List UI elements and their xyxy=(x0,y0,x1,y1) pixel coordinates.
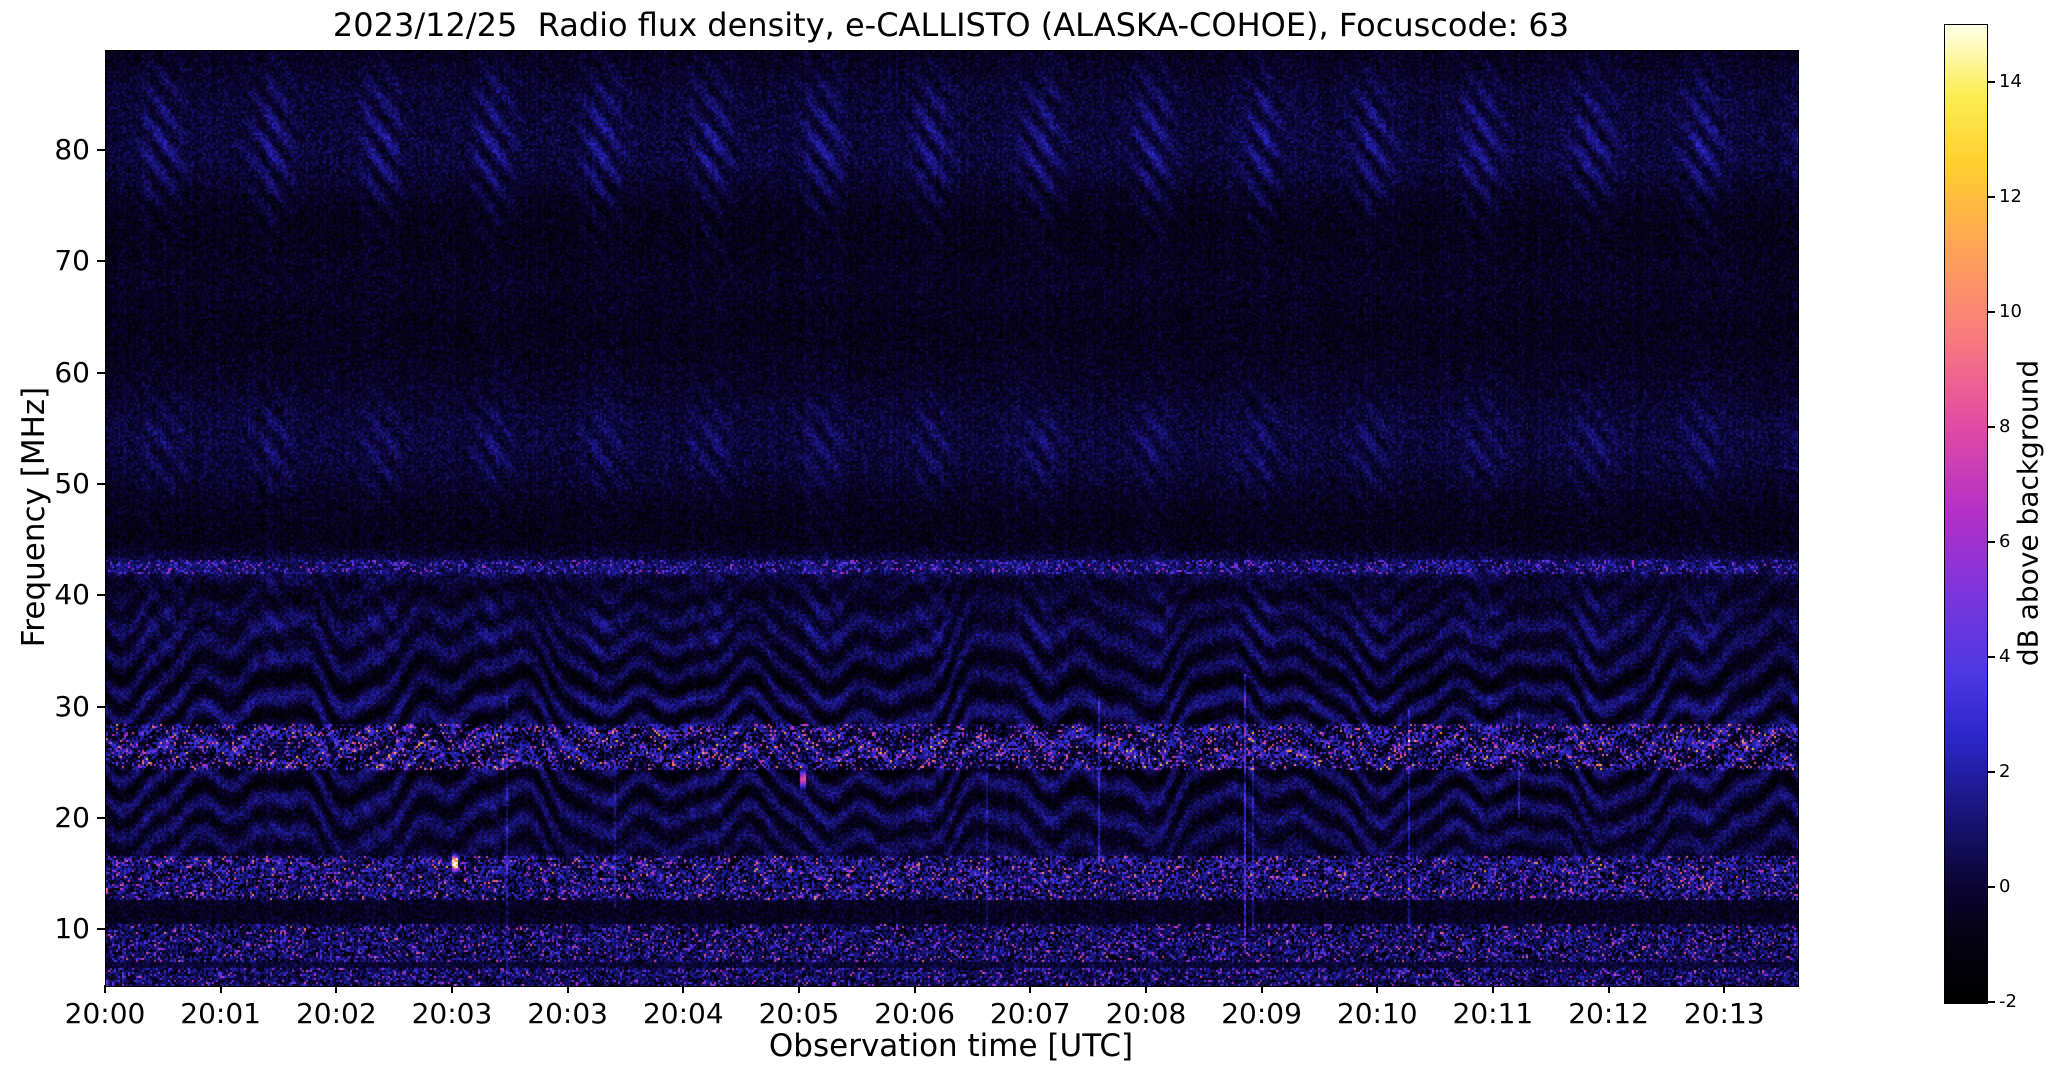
x-tick-mark xyxy=(682,985,685,993)
x-tick-mark xyxy=(450,985,453,993)
x-tick-label: 20:13 xyxy=(1683,997,1765,1030)
plot-area xyxy=(105,50,1799,987)
y-tick-mark xyxy=(97,260,105,263)
y-tick-label: 80 xyxy=(54,133,90,167)
colorbar xyxy=(1944,24,1988,1004)
colorbar-tick-label: 12 xyxy=(1999,185,2022,207)
x-tick-mark xyxy=(1723,985,1726,993)
x-tick-label: 20:02 xyxy=(295,997,377,1030)
x-tick-label: 20:08 xyxy=(1105,997,1187,1030)
x-axis-label: Observation time [UTC] xyxy=(768,1028,1134,1064)
y-tick-label: 20 xyxy=(54,801,90,835)
colorbar-tick-mark xyxy=(1988,655,1995,658)
colorbar-gradient xyxy=(1945,25,1987,1003)
x-tick-label: 20:03 xyxy=(411,997,493,1030)
x-tick-mark xyxy=(1491,985,1494,993)
x-tick-mark xyxy=(1607,985,1610,993)
y-tick-label: 30 xyxy=(54,689,90,723)
x-tick-mark xyxy=(104,985,106,993)
x-tick-mark xyxy=(1260,985,1263,993)
x-tick-mark xyxy=(1376,985,1379,993)
plot-title: 2023/12/25 Radio flux density, e-CALLIST… xyxy=(332,6,1570,44)
colorbar-tick-mark xyxy=(1988,80,1995,83)
x-tick-mark xyxy=(1144,985,1147,993)
colorbar-tick-label: 10 xyxy=(1999,300,2022,322)
x-tick-label: 20:03 xyxy=(527,997,608,1030)
y-tick-mark xyxy=(97,149,105,152)
colorbar-tick-mark xyxy=(1988,310,1995,313)
x-tick-label: 20:12 xyxy=(1568,997,1649,1030)
x-tick-mark xyxy=(913,985,916,993)
colorbar-tick-mark xyxy=(1988,540,1995,543)
y-tick-label: 10 xyxy=(54,912,90,946)
spectrogram-canvas xyxy=(106,51,1798,986)
x-tick-mark xyxy=(1029,985,1032,993)
y-tick-label: 70 xyxy=(54,244,90,278)
x-tick-mark xyxy=(335,985,338,993)
x-tick-label: 20:10 xyxy=(1336,997,1418,1030)
x-tick-label: 20:05 xyxy=(758,997,840,1030)
y-tick-label: 50 xyxy=(54,467,90,501)
colorbar-label: dB above background xyxy=(2011,359,2045,667)
y-tick-mark xyxy=(97,594,105,597)
colorbar-tick-mark xyxy=(1988,1001,1995,1003)
x-tick-label: 20:04 xyxy=(642,997,724,1030)
colorbar-tick-label: 0 xyxy=(1999,875,2011,897)
y-tick-label: 40 xyxy=(54,578,90,612)
colorbar-tick-mark xyxy=(1988,885,1995,888)
x-tick-label: 20:01 xyxy=(180,997,261,1030)
colorbar-tick-label: 8 xyxy=(1999,415,2011,437)
x-tick-mark xyxy=(797,985,800,993)
y-tick-mark xyxy=(97,705,105,708)
y-tick-mark xyxy=(97,817,105,820)
colorbar-tick-mark xyxy=(1988,425,1995,428)
y-tick-mark xyxy=(97,483,105,486)
x-tick-label: 20:06 xyxy=(874,997,955,1030)
y-tick-mark xyxy=(97,371,105,374)
x-tick-mark xyxy=(566,985,569,993)
y-tick-mark xyxy=(97,928,105,931)
x-tick-mark xyxy=(219,985,222,993)
x-tick-label: 20:09 xyxy=(1221,997,1302,1030)
x-tick-label: 20:07 xyxy=(989,997,1071,1030)
x-tick-label: 20:11 xyxy=(1452,997,1534,1030)
colorbar-tick-label: 14 xyxy=(1999,70,2022,92)
colorbar-tick-label: 6 xyxy=(1999,530,2011,552)
x-tick-label: 20:00 xyxy=(64,997,146,1030)
colorbar-tick-label: 2 xyxy=(1999,760,2011,782)
colorbar-tick-label: -2 xyxy=(1999,991,2017,1012)
y-tick-label: 60 xyxy=(54,355,90,389)
colorbar-tick-mark xyxy=(1988,195,1995,198)
colorbar-tick-label: 4 xyxy=(1999,645,2011,667)
colorbar-tick-mark xyxy=(1988,770,1995,773)
